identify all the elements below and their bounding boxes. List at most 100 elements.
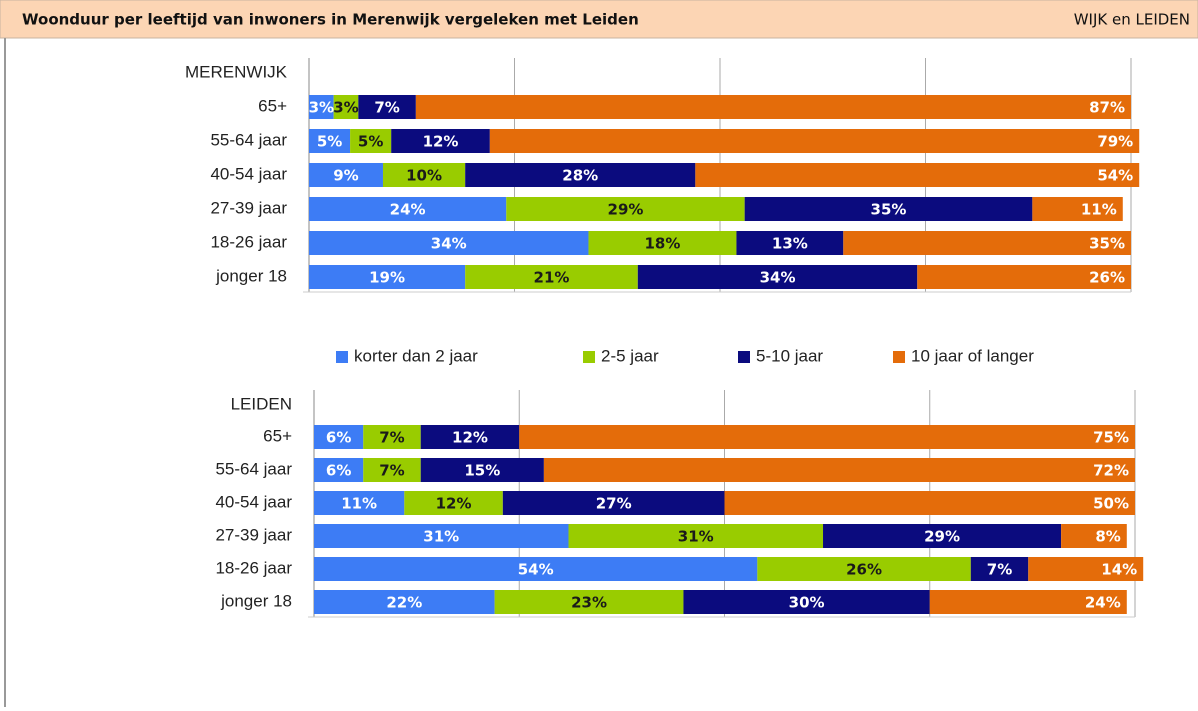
value-label: 35% — [1089, 235, 1125, 253]
bar-segment — [333, 95, 359, 119]
legend-swatch — [738, 351, 750, 363]
y-tick-label: jonger 18 — [215, 266, 287, 285]
legend-label: 5-10 jaar — [756, 346, 823, 365]
value-label: 24% — [390, 201, 426, 219]
bar-segment — [415, 95, 1131, 119]
bar-segment — [309, 231, 589, 255]
y-tick-label: 65+ — [263, 426, 292, 445]
legend-label: 2-5 jaar — [601, 346, 659, 365]
value-label: 12% — [423, 133, 459, 151]
value-label: 29% — [924, 528, 960, 546]
bar-segment — [588, 231, 737, 255]
header-title: Woonduur per leeftijd van inwoners in Me… — [22, 11, 639, 29]
value-label: 28% — [562, 167, 598, 185]
bar-segment — [843, 231, 1131, 255]
value-label: 12% — [436, 495, 472, 513]
value-label: 14% — [1101, 561, 1137, 579]
value-label: 31% — [678, 528, 714, 546]
value-label: 21% — [534, 269, 570, 287]
bar-segment — [724, 491, 1135, 515]
header-right: WIJK en LEIDEN — [1074, 11, 1190, 29]
legend-swatch — [583, 351, 595, 363]
value-label: 10% — [406, 167, 442, 185]
value-label: 18% — [645, 235, 681, 253]
value-label: 54% — [518, 561, 554, 579]
bar-segment — [823, 524, 1062, 548]
bar-segment — [917, 265, 1131, 289]
value-label: 87% — [1089, 99, 1125, 117]
value-label: 7% — [374, 99, 399, 117]
bar-segment — [543, 458, 1135, 482]
value-label: 15% — [464, 462, 500, 480]
bar-segment — [382, 163, 466, 187]
header-bar — [0, 0, 1198, 39]
bar-segment — [1061, 524, 1127, 548]
bar-segment — [391, 129, 490, 153]
bar-segment — [695, 163, 1140, 187]
value-label: 13% — [772, 235, 808, 253]
bar-segment — [314, 557, 758, 581]
bar-segment — [502, 491, 725, 515]
bar-segment — [757, 557, 971, 581]
value-label: 11% — [341, 495, 377, 513]
bar-segment — [309, 265, 466, 289]
value-label: 7% — [379, 462, 404, 480]
value-label: 5% — [358, 133, 383, 151]
bar-segment — [489, 129, 1140, 153]
legend-label: korter dan 2 jaar — [354, 346, 478, 365]
bar-segment — [519, 425, 1135, 449]
bar-segment — [314, 491, 405, 515]
y-tick-label: 65+ — [258, 96, 287, 115]
value-label: 5% — [317, 133, 342, 151]
value-label: 24% — [1085, 594, 1121, 612]
value-label: 11% — [1081, 201, 1117, 219]
value-label: 79% — [1097, 133, 1133, 151]
bar-segment — [970, 557, 1029, 581]
bar-segment — [404, 491, 503, 515]
value-label: 7% — [379, 429, 404, 447]
value-label: 6% — [326, 462, 351, 480]
y-tick-label: 27-39 jaar — [215, 525, 292, 544]
bar-segment — [1028, 557, 1144, 581]
bar-segment — [363, 458, 421, 482]
legend-swatch — [893, 351, 905, 363]
bar-segment — [358, 95, 416, 119]
bar-segment — [929, 590, 1127, 614]
bar-segment — [314, 458, 364, 482]
y-tick-label: jonger 18 — [220, 591, 292, 610]
value-label: 50% — [1093, 495, 1129, 513]
bar-segment — [744, 197, 1033, 221]
bar-segment — [494, 590, 684, 614]
bar-segment — [309, 95, 334, 119]
y-tick-label: 18-26 jaar — [215, 558, 292, 577]
bar-segment — [314, 425, 364, 449]
bar-segment — [637, 265, 918, 289]
bar-segment — [309, 197, 507, 221]
value-label: 3% — [333, 99, 358, 117]
value-label: 23% — [571, 594, 607, 612]
value-label: 19% — [369, 269, 405, 287]
y-tick-label: 40-54 jaar — [215, 492, 292, 511]
value-label: 72% — [1093, 462, 1129, 480]
value-label: 31% — [423, 528, 459, 546]
y-tick-label: 40-54 jaar — [210, 164, 287, 183]
y-tick-label: 55-64 jaar — [215, 459, 292, 478]
chart-title: LEIDEN — [231, 394, 292, 413]
value-label: 29% — [608, 201, 644, 219]
value-label: 3% — [309, 99, 334, 117]
value-label: 26% — [1089, 269, 1125, 287]
value-label: 54% — [1097, 167, 1133, 185]
bar-segment — [465, 265, 638, 289]
value-label: 8% — [1095, 528, 1120, 546]
legend-swatch — [336, 351, 348, 363]
chart-title: MERENWIJK — [185, 62, 288, 81]
value-label: 27% — [596, 495, 632, 513]
value-label: 35% — [871, 201, 907, 219]
bar-segment — [314, 524, 569, 548]
value-label: 75% — [1093, 429, 1129, 447]
value-label: 22% — [386, 594, 422, 612]
bar-segment — [683, 590, 930, 614]
bar-segment — [420, 425, 520, 449]
value-label: 26% — [846, 561, 882, 579]
bar-segment — [309, 163, 383, 187]
